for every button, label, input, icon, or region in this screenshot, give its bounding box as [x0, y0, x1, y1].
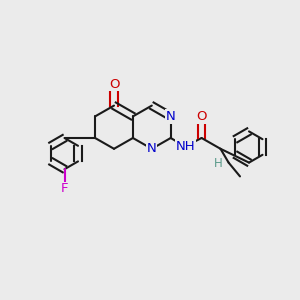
Text: O: O	[109, 77, 119, 91]
Text: N: N	[166, 110, 175, 123]
Text: O: O	[196, 110, 207, 123]
Text: NH: NH	[175, 140, 195, 153]
Text: H: H	[214, 157, 223, 170]
Text: F: F	[61, 182, 68, 196]
Text: N: N	[147, 142, 157, 155]
